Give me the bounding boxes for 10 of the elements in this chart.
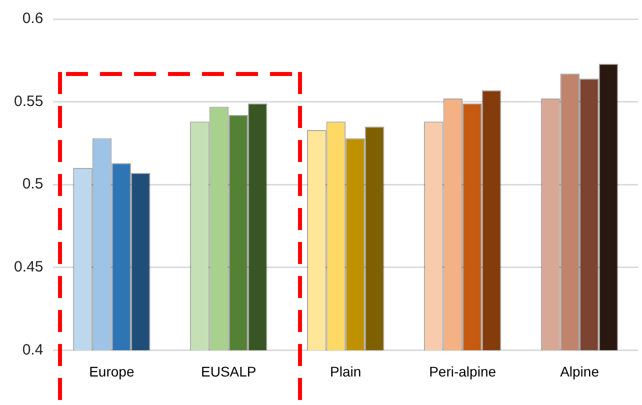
x-tick-label: Alpine <box>560 363 600 380</box>
x-tick-label: Europe <box>89 363 134 380</box>
y-tick-label: 0.55 <box>14 92 44 110</box>
x-tick-label: Peri-alpine <box>429 363 496 380</box>
y-tick-label: 0.6 <box>22 10 44 28</box>
x-tick-label: Plain <box>330 363 362 380</box>
y-tick-label: 0.45 <box>14 258 44 276</box>
y-tick-label: 0.5 <box>22 176 44 193</box>
x-tick-label: EUSALP <box>201 363 256 380</box>
y-tick-label: 0.4 <box>22 341 44 358</box>
